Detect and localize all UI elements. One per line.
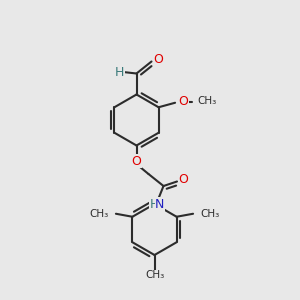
- Text: O: O: [179, 173, 188, 187]
- Text: H: H: [150, 198, 159, 211]
- Text: CH₃: CH₃: [201, 209, 220, 219]
- Text: CH₃: CH₃: [89, 209, 108, 219]
- Text: O: O: [178, 95, 188, 108]
- Text: H: H: [115, 65, 124, 79]
- Text: CH₃: CH₃: [198, 96, 217, 106]
- Text: O: O: [132, 154, 141, 168]
- Text: N: N: [155, 198, 165, 211]
- Text: O: O: [153, 52, 163, 66]
- Text: CH₃: CH₃: [145, 270, 164, 280]
